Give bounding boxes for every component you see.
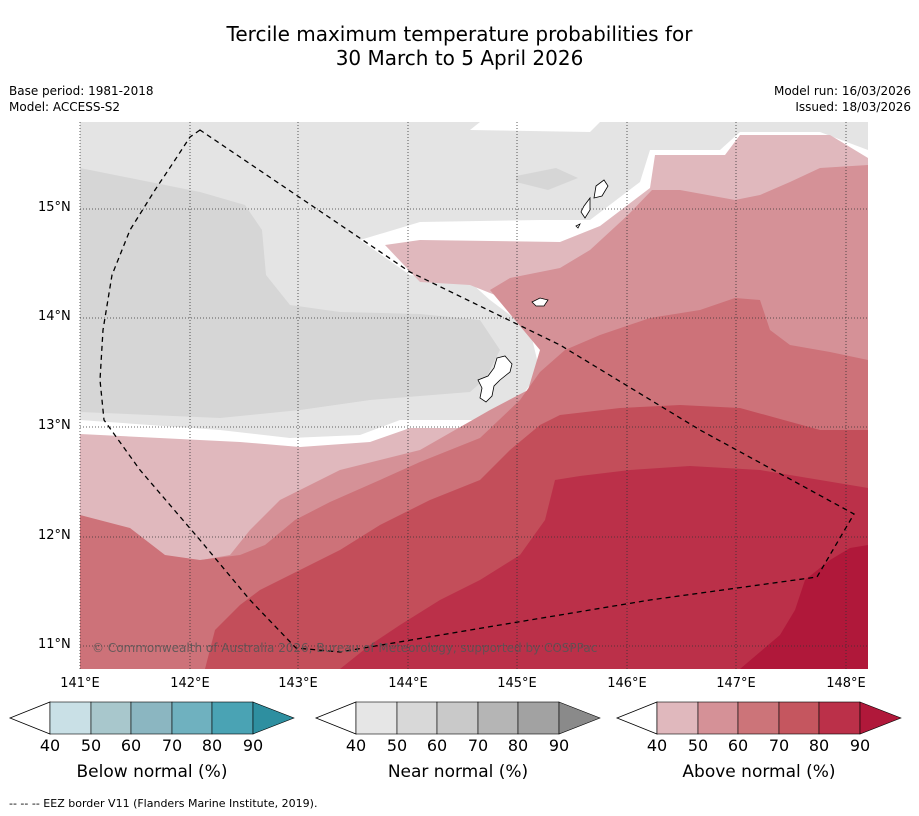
colorbar-near-min-arrow — [314, 701, 357, 735]
map-title: Tercile maximum temperature probabilitie… — [0, 22, 919, 70]
colorbar-above-max-arrow — [859, 701, 902, 735]
cb-below-tick-40: 40 — [39, 736, 61, 755]
guam-island — [477, 355, 513, 403]
cb-above-tick-90: 90 — [849, 736, 871, 755]
colorbar-above-min-arrow — [615, 701, 658, 735]
colorbar-near — [314, 701, 601, 735]
lon-label-145e: 145°E — [497, 676, 537, 691]
base-period: Base period: 1981-2018 — [9, 84, 154, 98]
lon-label-146e: 146°E — [607, 676, 647, 691]
lon-label-148e: 148°E — [826, 676, 866, 691]
colorbar-below-swatch-5 — [211, 701, 254, 735]
lon-label-141e: 141°E — [60, 676, 100, 691]
near-normal-50-field — [80, 168, 500, 418]
cb-above-tick-80: 80 — [808, 736, 830, 755]
cb-above-tick-60: 60 — [727, 736, 749, 755]
model-name: Model: ACCESS-S2 — [9, 100, 121, 114]
probability-fields — [80, 122, 868, 669]
tinian-island — [580, 196, 591, 219]
cb-below-tick-60: 60 — [120, 736, 142, 755]
colorbar-near-swatch-3 — [436, 701, 479, 735]
colorbar-above-swatch-3 — [737, 701, 780, 735]
eez-footnote: -- -- -- EEZ border V11 (Flanders Marine… — [9, 797, 318, 810]
cb-below-tick-80: 80 — [201, 736, 223, 755]
cb-below-tick-90: 90 — [242, 736, 264, 755]
white-buffer-top — [470, 122, 600, 132]
cb-near-tick-40: 40 — [345, 736, 367, 755]
rota-island — [531, 297, 549, 307]
lon-label-147e: 147°E — [716, 676, 756, 691]
cb-below-tick-50: 50 — [80, 736, 102, 755]
aguijan-island — [575, 223, 581, 229]
lat-label-12n: 12°N — [38, 528, 71, 543]
cb-near-tick-90: 90 — [548, 736, 570, 755]
saipan-island — [593, 179, 609, 199]
colorbar-near-swatch-1 — [355, 701, 398, 735]
graticule — [79, 122, 868, 669]
colorbar-near-swatch-5 — [517, 701, 560, 735]
lon-label-144e: 144°E — [388, 676, 428, 691]
lon-label-143e: 143°E — [278, 676, 318, 691]
above-normal-80-field — [340, 466, 868, 669]
near-normal-50-patch — [516, 168, 578, 190]
cb-near-tick-50: 50 — [386, 736, 408, 755]
colorbar-below — [8, 701, 295, 735]
cb-below-tick-70: 70 — [161, 736, 183, 755]
colorbar-above-swatch-2 — [697, 701, 739, 735]
colorbar-below-label: Below normal (%) — [76, 762, 228, 782]
colorbar-above-swatch-1 — [656, 701, 699, 735]
colorbar-near-swatch-2 — [396, 701, 438, 735]
meta-right: Model run: 16/03/2026 Issued: 18/03/2026 — [774, 83, 911, 115]
meta-left: Base period: 1981-2018 Model: ACCESS-S2 — [9, 83, 154, 115]
lon-label-142e: 142°E — [170, 676, 210, 691]
colorbar-above-swatch-5 — [818, 701, 861, 735]
colorbar-above — [615, 701, 902, 735]
eez-border — [99, 129, 855, 653]
colorbar-near-swatch-4 — [477, 701, 519, 735]
model-run: Model run: 16/03/2026 — [773, 84, 911, 98]
map-title-line1: Tercile maximum temperature probabilitie… — [226, 22, 693, 46]
colorbar-below-min-arrow — [8, 701, 51, 735]
colorbar-near-max-arrow — [558, 701, 601, 735]
colorbar-near-label: Near normal (%) — [387, 762, 529, 782]
issued-date: Issued: 18/03/2026 — [795, 100, 911, 114]
cb-near-tick-80: 80 — [507, 736, 529, 755]
lat-label-15n: 15°N — [38, 200, 71, 215]
map-title-line2: 30 March to 5 April 2026 — [335, 46, 584, 70]
cb-above-tick-70: 70 — [768, 736, 790, 755]
lat-label-14n: 14°N — [38, 309, 71, 324]
colorbar-below-swatch-1 — [49, 701, 92, 735]
colorbar-above-label: Above normal (%) — [682, 762, 836, 782]
copyright-notice: © Commonwealth of Australia 2026, Bureau… — [92, 641, 598, 655]
cb-above-tick-50: 50 — [687, 736, 709, 755]
islands — [477, 179, 609, 403]
colorbar-below-max-arrow — [252, 701, 295, 735]
cb-above-tick-40: 40 — [646, 736, 668, 755]
colorbar-above-swatch-4 — [778, 701, 820, 735]
colorbar-below-swatch-2 — [90, 701, 132, 735]
colorbar-below-swatch-4 — [171, 701, 213, 735]
cb-near-tick-70: 70 — [467, 736, 489, 755]
cb-near-tick-60: 60 — [426, 736, 448, 755]
lat-label-11n: 11°N — [38, 637, 71, 652]
above-normal-90-field — [740, 545, 868, 669]
lat-label-13n: 13°N — [38, 418, 71, 433]
colorbar-below-swatch-3 — [130, 701, 173, 735]
